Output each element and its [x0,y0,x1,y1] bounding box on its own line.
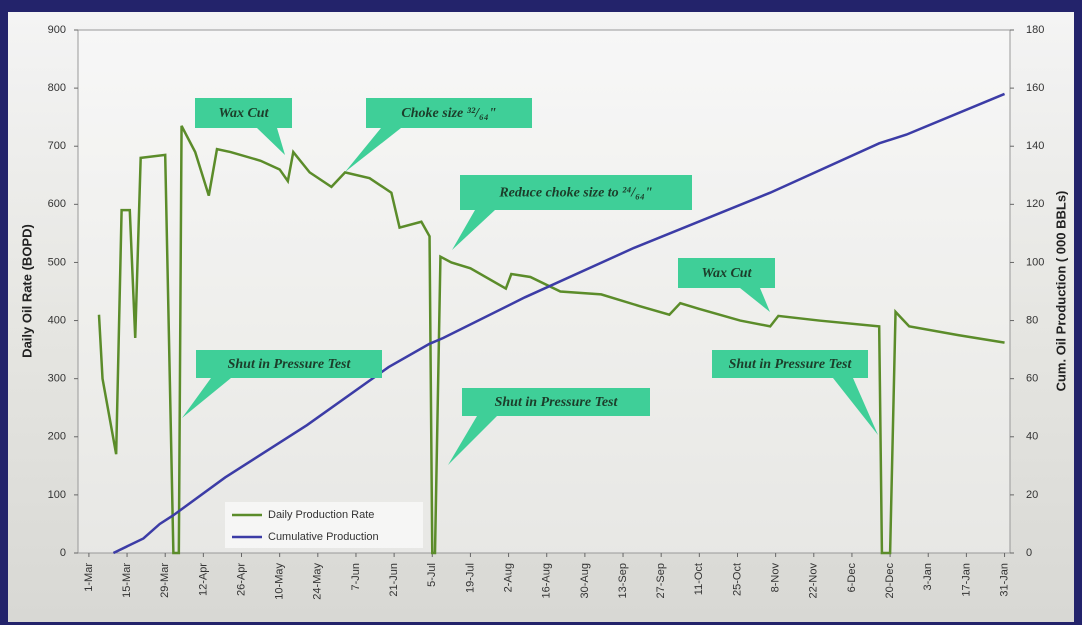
callout-box [366,98,532,128]
annotation: Wax Cut [219,106,270,121]
series-line [112,92,1006,555]
x-tick-label: 22-Nov [808,563,820,599]
x-tick-label: 3-Jan [922,563,934,591]
y2-tick-label: 180 [1026,24,1044,36]
callout-pointer [740,288,770,312]
legend-label: Cumulative Production [268,531,379,543]
y-tick-label: 200 [48,431,66,443]
callout-box [195,98,292,128]
x-tick-label: 15-Mar [121,563,133,598]
y-tick-label: 100 [48,489,66,501]
annotation: Shut in Pressure Test [495,395,619,410]
series-line [97,125,1005,555]
x-tick-label: 30-Aug [579,563,591,598]
callout-pointer [452,210,495,250]
annotation: Choke size ³²/₆₄" [401,106,496,121]
y-tick-label: 800 [48,82,66,94]
y2-tick-label: 160 [1026,82,1044,94]
y-tick-label: 700 [48,140,66,152]
callout-pointer [182,378,231,418]
y-tick-label: 0 [60,547,66,559]
callout-box [460,175,692,210]
x-tick-label: 20-Dec [884,563,896,599]
x-tick-label: 10-May [274,563,286,600]
annotation: Reduce choke size to ²⁴/₆₄" [498,186,652,201]
callout-pointer [345,128,401,172]
x-tick-label: 16-Aug [541,563,553,598]
x-tick-label: 25-Oct [731,563,743,596]
y2-tick-label: 40 [1026,431,1038,443]
y2-axis-title: Cum. Oil Production ( 000 BBLs) [1053,191,1068,392]
annotation: Shut in Pressure Test [228,357,352,372]
y2-tick-label: 140 [1026,140,1044,152]
x-tick-label: 7-Jun [350,563,362,591]
x-tick-label: 21-Jun [388,563,400,597]
y-tick-label: 300 [48,373,66,385]
x-tick-label: 12-Apr [197,563,209,596]
x-tick-label: 31-Jan [998,563,1010,597]
x-tick-label: 24-May [312,563,324,600]
annotation: Wax Cut [702,266,753,281]
y-tick-label: 900 [48,24,66,36]
annotation: Shut in Pressure Test [729,357,853,372]
x-tick-label: 5-Jul [426,563,438,587]
y-tick-label: 600 [48,198,66,210]
x-tick-label: 13-Sep [617,563,629,598]
callout-box [678,258,775,288]
y-tick-label: 500 [48,256,66,268]
legend-label: Daily Production Rate [268,509,374,521]
legend-box [225,502,423,548]
x-tick-label: 8-Nov [770,563,782,593]
x-tick-label: 2-Aug [502,563,514,592]
callout-pointer [448,416,497,465]
x-tick-label: 1-Mar [83,563,95,592]
callout-box [712,350,868,378]
y2-tick-label: 20 [1026,489,1038,501]
y-axis-title: Daily Oil Rate (BOPD) [19,224,34,358]
x-tick-label: 17-Jan [960,563,972,597]
y2-tick-label: 0 [1026,547,1032,559]
x-tick-label: 26-Apr [235,563,247,596]
y2-tick-label: 60 [1026,373,1038,385]
y2-tick-label: 80 [1026,314,1038,326]
x-tick-label: 27-Sep [655,563,667,598]
callout-box [462,388,650,416]
x-tick-label: 6-Dec [846,563,858,593]
callout-pointer [833,378,878,435]
x-tick-label: 19-Jul [464,563,476,593]
x-tick-label: 29-Mar [159,563,171,598]
y-tick-label: 400 [48,314,66,326]
callout-box [196,350,382,378]
x-tick-label: 11-Oct [693,563,705,595]
y2-tick-label: 120 [1026,198,1044,210]
y2-tick-label: 100 [1026,256,1044,268]
callout-pointer [257,128,285,155]
